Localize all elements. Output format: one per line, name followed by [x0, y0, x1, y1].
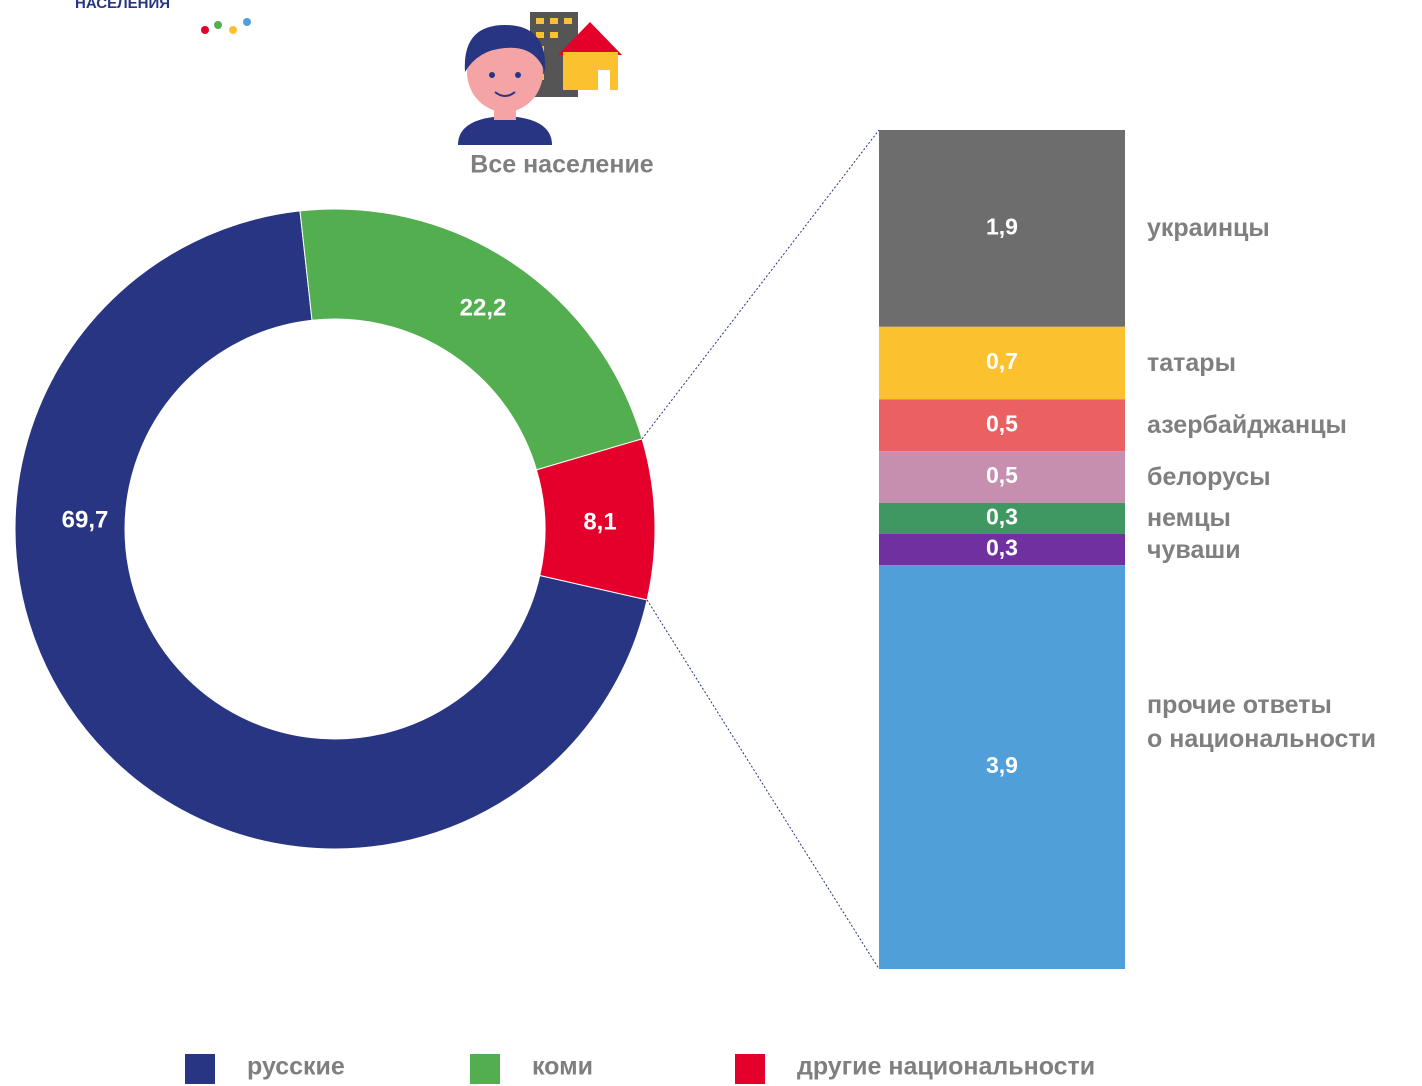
- segment-label: немцы: [1147, 504, 1231, 533]
- data-label: 0,3: [986, 504, 1018, 530]
- segment-label: чуваши: [1147, 535, 1241, 564]
- segment-label: азербайджанцы: [1147, 411, 1347, 440]
- population-icon: [458, 12, 622, 145]
- bar-segment: [879, 451, 1125, 503]
- data-label: 0,5: [986, 462, 1018, 488]
- data-label: 8,1: [583, 508, 616, 535]
- segment-label: украинцы: [1147, 214, 1270, 243]
- segment-label: белорусы: [1147, 462, 1271, 491]
- donut-slice: [299, 208, 643, 471]
- data-label: 22,2: [460, 294, 507, 321]
- chart-title: Все население: [470, 151, 654, 179]
- data-label: 0,3: [986, 535, 1018, 561]
- data-label: 1,9: [986, 213, 1018, 239]
- segment-label: татары: [1147, 349, 1236, 378]
- logo-dots: [201, 18, 251, 34]
- bar-segment: [879, 130, 1125, 327]
- data-label: 69,7: [62, 506, 109, 533]
- bar-segment: [879, 502, 1125, 534]
- segment-label: прочие ответы о национальности: [1147, 691, 1377, 754]
- bar-segment: [879, 326, 1125, 400]
- connector-line: [641, 129, 880, 440]
- data-label: 3,9: [986, 752, 1018, 778]
- legend-swatch: [735, 1054, 765, 1084]
- legend-label: русские: [247, 1053, 345, 1081]
- legend-label: коми: [532, 1053, 593, 1081]
- legend-label: другие национальности: [797, 1053, 1095, 1081]
- data-label: 0,5: [986, 410, 1018, 436]
- legend-swatch: [470, 1054, 500, 1084]
- bar-segment: [879, 533, 1125, 566]
- connector-line: [646, 599, 880, 970]
- data-label: 0,7: [986, 348, 1018, 374]
- legend-swatch: [185, 1054, 215, 1084]
- bar-segment: [879, 565, 1125, 969]
- bar-segment: [879, 399, 1125, 452]
- donut-slice: [14, 210, 648, 850]
- logo-text: НАСЕЛЕНИЯ: [75, 0, 170, 12]
